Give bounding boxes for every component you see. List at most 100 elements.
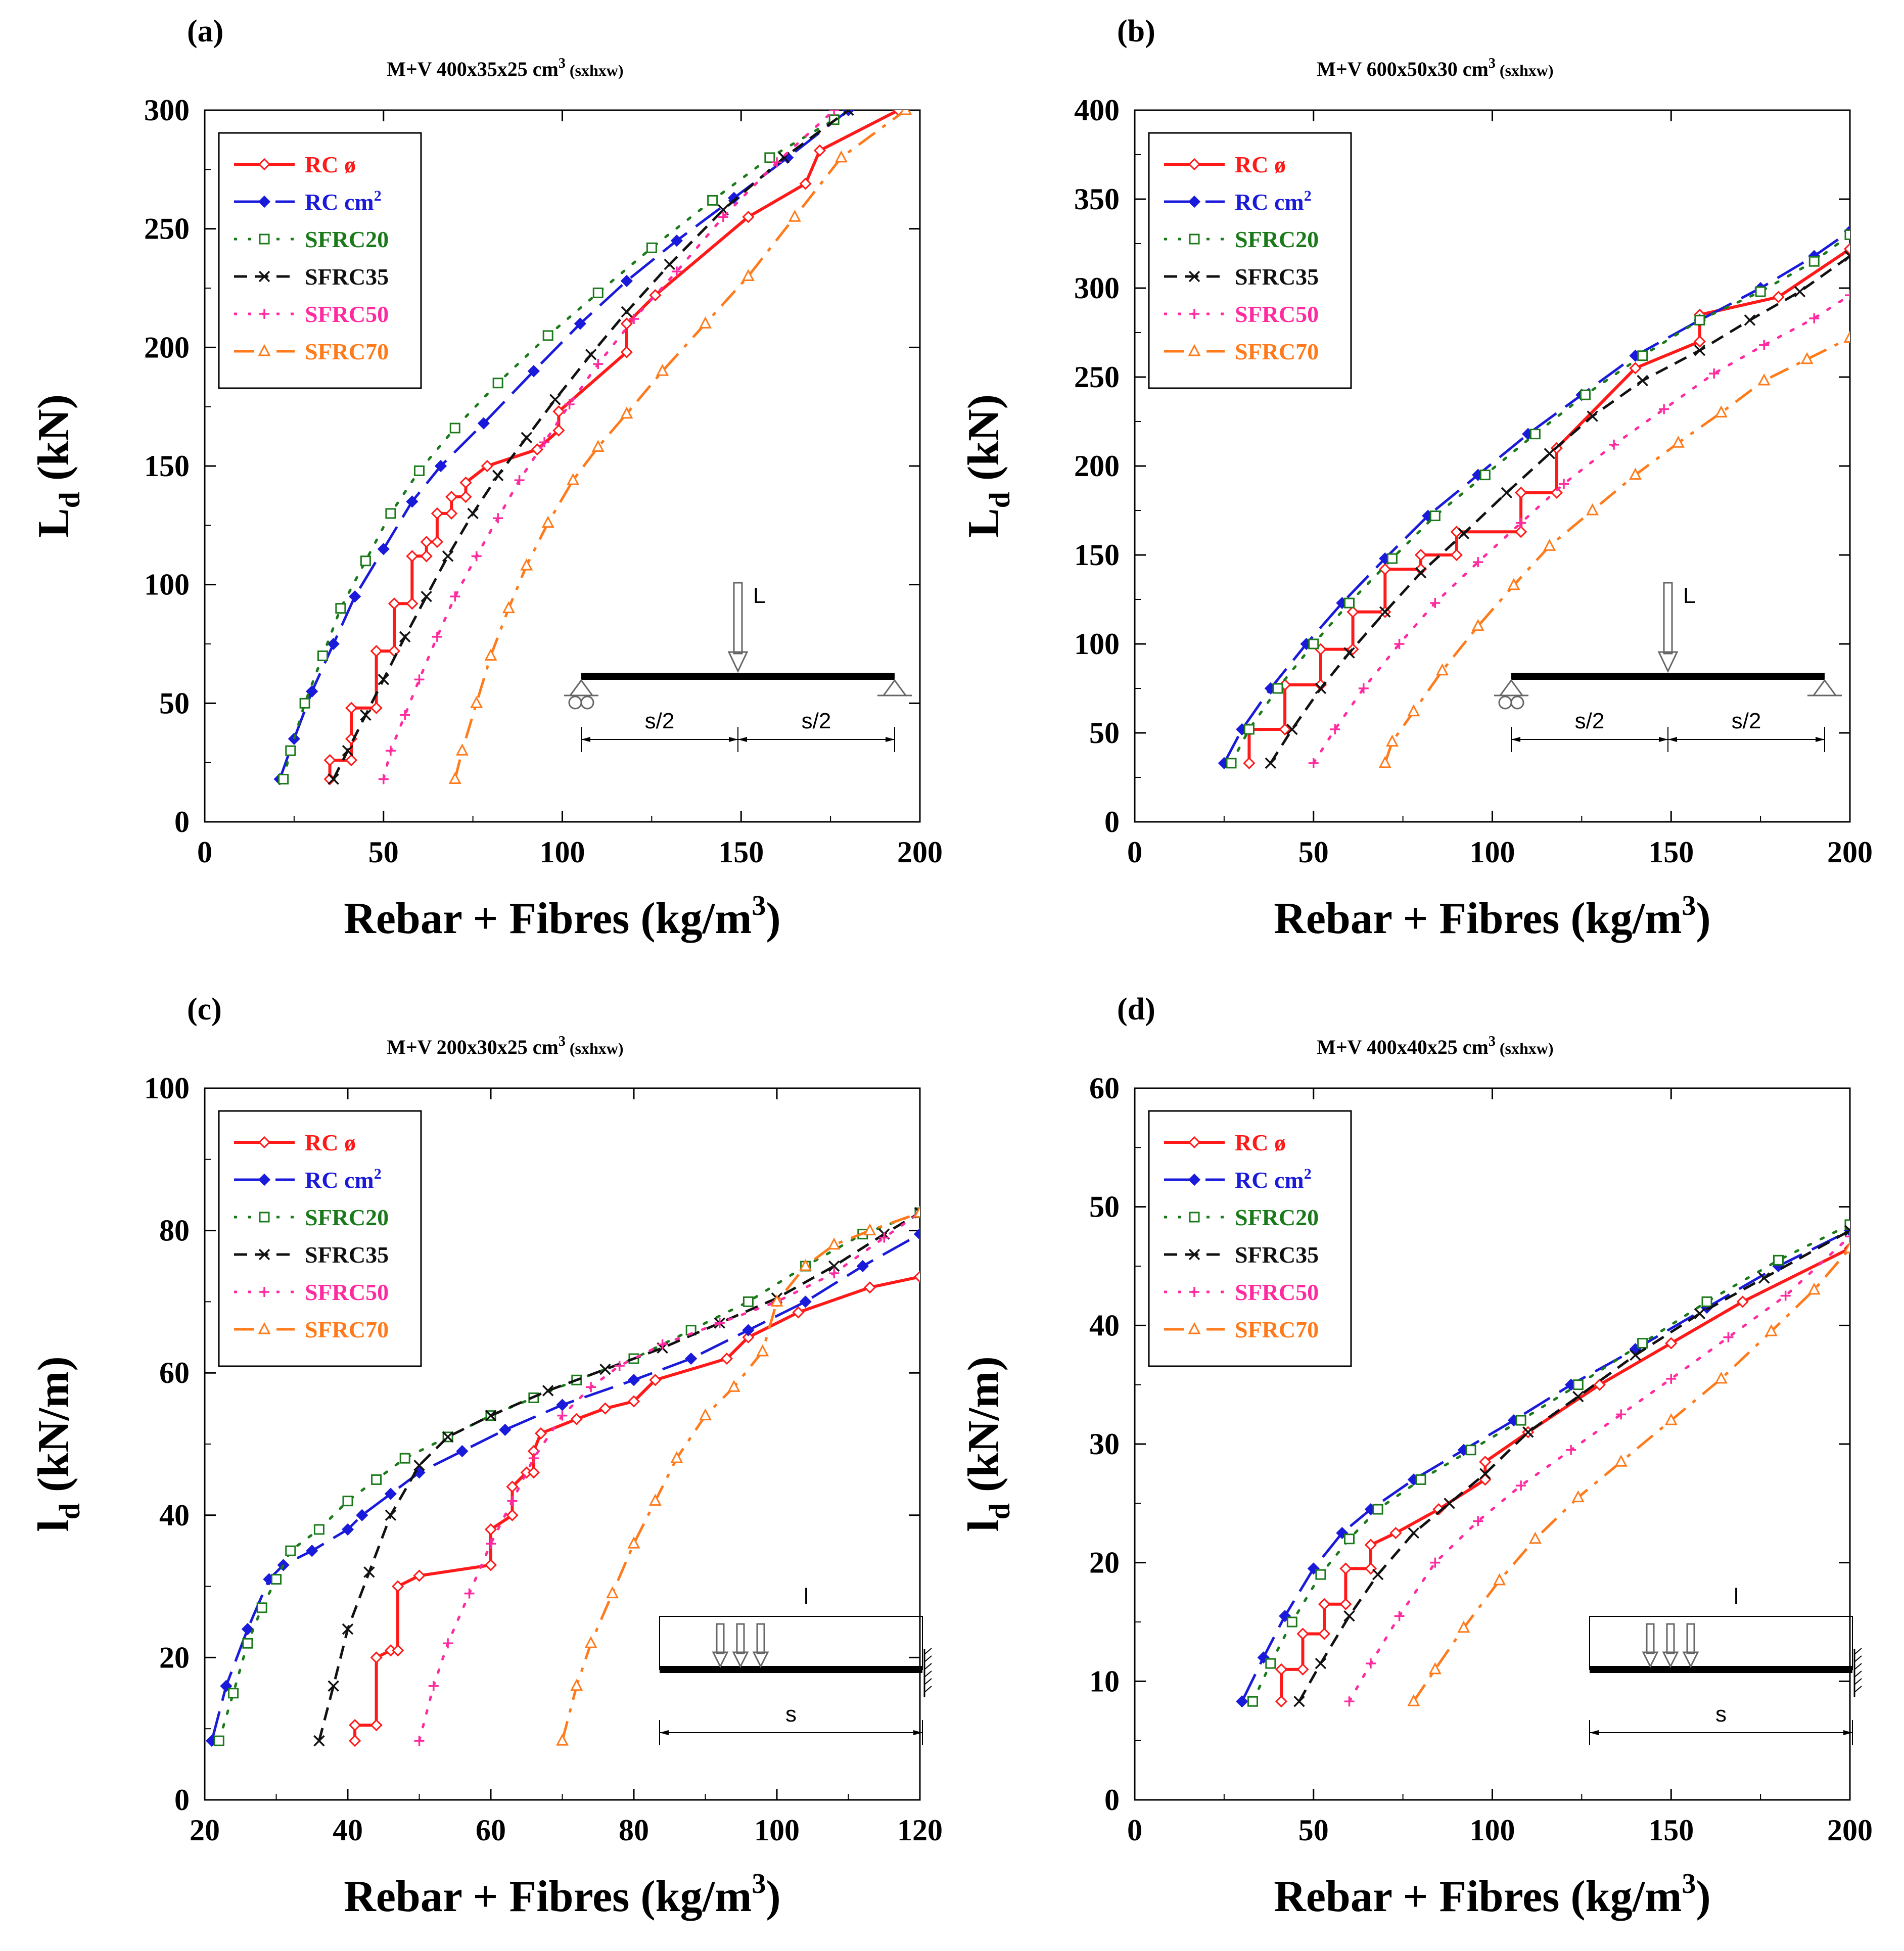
data-point — [863, 1223, 876, 1236]
data-point — [792, 1306, 805, 1319]
legend: RC ø RC cm2 SFRC20 SFRC35 SFRC50 SFRC70 — [1148, 132, 1352, 389]
y-tick-label: 100 — [144, 1072, 190, 1105]
data-point — [586, 1382, 596, 1392]
data-point — [541, 516, 554, 528]
data-point — [1358, 683, 1369, 693]
data-point — [414, 465, 425, 476]
data-point — [349, 1735, 361, 1747]
legend-marker — [1189, 234, 1200, 245]
data-point — [913, 1205, 920, 1218]
dimension-arrow — [738, 737, 747, 742]
data-point — [557, 1410, 568, 1421]
fixed-support-hatch — [924, 1663, 932, 1670]
chart-title-suffix: (sxhxw) — [1500, 61, 1554, 79]
chart-panel-d: (d)M+V 400x40x25 cm3 (sxhxw)0 50 100 150 2000… — [959, 992, 1873, 1921]
data-point — [913, 1270, 920, 1283]
data-point — [492, 470, 504, 482]
data-point — [1364, 1539, 1377, 1551]
data-point — [574, 317, 586, 330]
data-point — [527, 365, 540, 378]
data-point — [756, 1344, 769, 1357]
legend: RC ø RC cm2 SFRC20 SFRC35 SFRC50 SFRC70 — [218, 1110, 422, 1367]
data-point — [502, 601, 515, 614]
x-axis-title-close: ) — [766, 1872, 780, 1921]
legend-box — [218, 132, 422, 389]
data-point — [1629, 468, 1642, 480]
data-point — [459, 490, 472, 503]
data-point — [648, 1494, 662, 1506]
data-point — [627, 1395, 640, 1408]
legend-marker — [1188, 1136, 1201, 1149]
data-point — [493, 513, 503, 524]
y-tick-label: 200 — [144, 331, 190, 364]
data-point — [1379, 563, 1391, 576]
y-tick-label: 20 — [159, 1641, 190, 1674]
data-point — [614, 1361, 625, 1371]
series-line — [453, 110, 907, 780]
legend-label-text: RC ø — [1235, 152, 1286, 177]
legend-label: SFRC35 — [305, 264, 389, 290]
legend-marker — [258, 1248, 270, 1261]
data-point — [1272, 683, 1283, 694]
data-point — [788, 209, 801, 222]
legend-label: SFRC20 — [305, 1204, 389, 1230]
load-arrow-head — [1642, 1651, 1659, 1668]
data-point — [552, 405, 565, 418]
data-point — [455, 743, 469, 756]
data-point — [1844, 250, 1850, 262]
load-arrow-shaft — [1663, 582, 1673, 655]
series-sfrc35 — [1293, 1225, 1850, 1707]
chart-title-suffix: (sxhxw) — [570, 61, 624, 79]
data-point — [1507, 578, 1520, 590]
legend-label: RC cm2 — [1235, 1166, 1312, 1193]
data-point — [1479, 1456, 1492, 1468]
data-point — [1844, 1225, 1850, 1236]
data-point — [323, 754, 336, 767]
data-point — [1671, 436, 1685, 448]
fixed-support-hatch — [924, 1655, 932, 1662]
y-axis-title-sub: d — [983, 492, 1016, 508]
y-axis-title: ld (kN/m) — [29, 1356, 86, 1532]
data-point — [1458, 528, 1470, 539]
series-rc-cm2 — [273, 110, 855, 785]
data-point — [1544, 448, 1555, 459]
data-point — [443, 1638, 453, 1649]
data-point — [685, 1352, 698, 1365]
data-point — [1407, 1694, 1420, 1706]
x-axis-title-sup: 3 — [1682, 890, 1696, 921]
data-point — [627, 1536, 640, 1549]
data-point — [599, 1363, 611, 1375]
data-point — [856, 1260, 869, 1273]
data-point — [328, 773, 339, 785]
data-point — [241, 1622, 254, 1636]
data-point — [271, 1574, 282, 1585]
data-point — [1247, 1696, 1258, 1707]
data-point — [1514, 526, 1527, 538]
data-point — [370, 1719, 383, 1732]
data-point — [1243, 757, 1256, 769]
legend-marker — [1188, 344, 1201, 356]
data-point — [400, 710, 410, 720]
legend-label-text: SFRC35 — [1235, 1242, 1319, 1268]
y-axis-title: Ld (kN) — [29, 394, 86, 538]
fixed-support-hatch — [1854, 1670, 1862, 1678]
data-point — [1286, 723, 1298, 735]
legend-label: RC ø — [1235, 1130, 1286, 1155]
data-point — [306, 685, 318, 698]
fixed-support-hatch — [1854, 1663, 1862, 1670]
data-point — [1372, 1504, 1383, 1515]
data-point — [1279, 723, 1291, 736]
data-point — [485, 1410, 497, 1421]
data-point — [328, 1680, 339, 1692]
dimension-arrow — [1668, 737, 1677, 742]
data-point — [317, 650, 328, 661]
data-point — [477, 417, 490, 430]
data-point — [799, 1259, 812, 1271]
data-point — [370, 702, 383, 714]
data-point — [1572, 1390, 1584, 1403]
data-point — [514, 475, 525, 486]
x-tick-label: 120 — [897, 1814, 943, 1847]
data-point — [1389, 1526, 1402, 1540]
data-point — [592, 287, 603, 298]
series-line — [418, 1211, 920, 1742]
